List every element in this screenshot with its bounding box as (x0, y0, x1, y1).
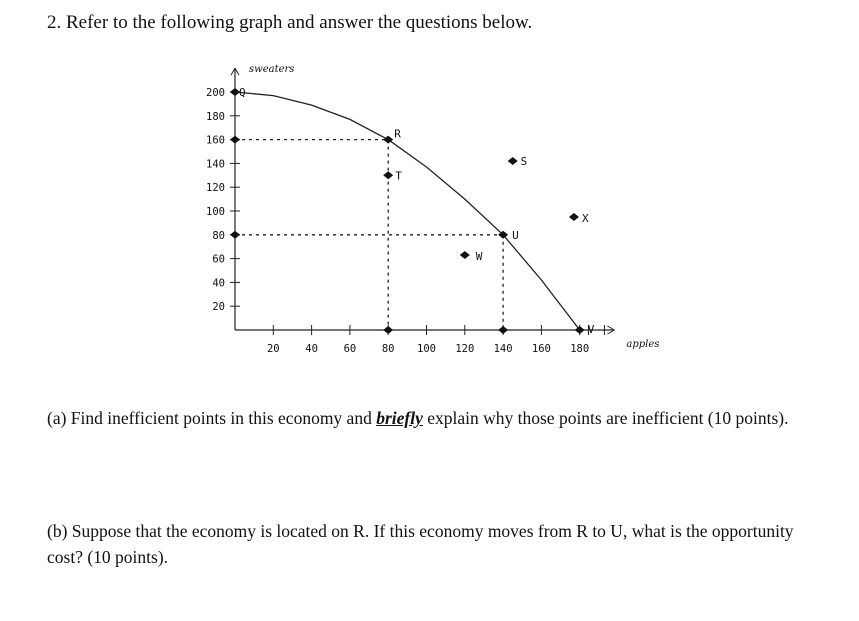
x-axis-arrow-icon (607, 325, 615, 335)
y-axis-arrow-icon (230, 67, 240, 76)
x-tick-label: 80 (382, 343, 395, 355)
x-axis-title: apples (626, 339, 659, 350)
point-marker-u (498, 230, 509, 239)
point-marker-q (230, 88, 240, 96)
y-tick-label: 60 (212, 254, 225, 266)
axis-marker (230, 135, 240, 144)
x-tick-label: 60 (344, 343, 357, 355)
x-tick-label: 40 (305, 343, 318, 355)
axis-marker (230, 230, 240, 239)
point-label-s: S (521, 155, 528, 168)
point-marker-v (574, 326, 585, 334)
x-tick-label: 140 (494, 343, 513, 355)
y-tick-label: 160 (206, 135, 225, 147)
question-part-a: (a) Find inefficient points in this econ… (47, 405, 827, 431)
ppf-chart: 20 40 60 80 100 120 140 160 180 200 20 40 60 80 100 120… (206, 64, 659, 355)
point-label-t: T (395, 169, 402, 182)
x-tick-label: 20 (267, 343, 280, 355)
point-marker-x (568, 212, 579, 221)
axis-marker (383, 326, 394, 334)
y-tick-label: 40 (212, 277, 225, 289)
point-marker-r (383, 135, 394, 144)
x-tick-label: 120 (455, 343, 474, 355)
point-label-v: V (588, 323, 595, 336)
y-axis-title: sweaters (249, 64, 294, 75)
question-part-b: (b) Suppose that the economy is located … (47, 521, 794, 567)
y-tick-label: 140 (206, 158, 225, 170)
part-a-emphasis: briefly (376, 408, 423, 428)
y-tick-label: 20 (212, 301, 225, 313)
point-marker-t (383, 171, 394, 180)
y-tick-label: 200 (206, 87, 225, 99)
y-tick-label: 80 (212, 230, 225, 242)
point-label-q: Q (239, 86, 246, 99)
point-label-r: R (394, 128, 401, 141)
y-tick-label: 120 (206, 182, 225, 194)
y-tick-label: 100 (206, 206, 225, 218)
point-marker-s (507, 157, 518, 166)
axis-marker (498, 326, 509, 334)
x-tick-label: 180 (570, 343, 589, 355)
point-label-u: U (512, 229, 519, 242)
point-marker-w (459, 251, 470, 260)
point-label-w: W (476, 250, 483, 263)
part-a-after: explain why those points are inefficient… (422, 408, 789, 428)
y-tick-label: 180 (206, 111, 225, 123)
ppf-curve (234, 91, 581, 331)
question-title: 2. Refer to the following graph and answ… (47, 12, 533, 33)
part-a-before: (a) Find inefficient points in this econ… (47, 408, 377, 428)
x-tick-label: 160 (532, 343, 551, 355)
x-tick-label: 100 (417, 343, 436, 355)
point-label-x: X (582, 212, 589, 225)
